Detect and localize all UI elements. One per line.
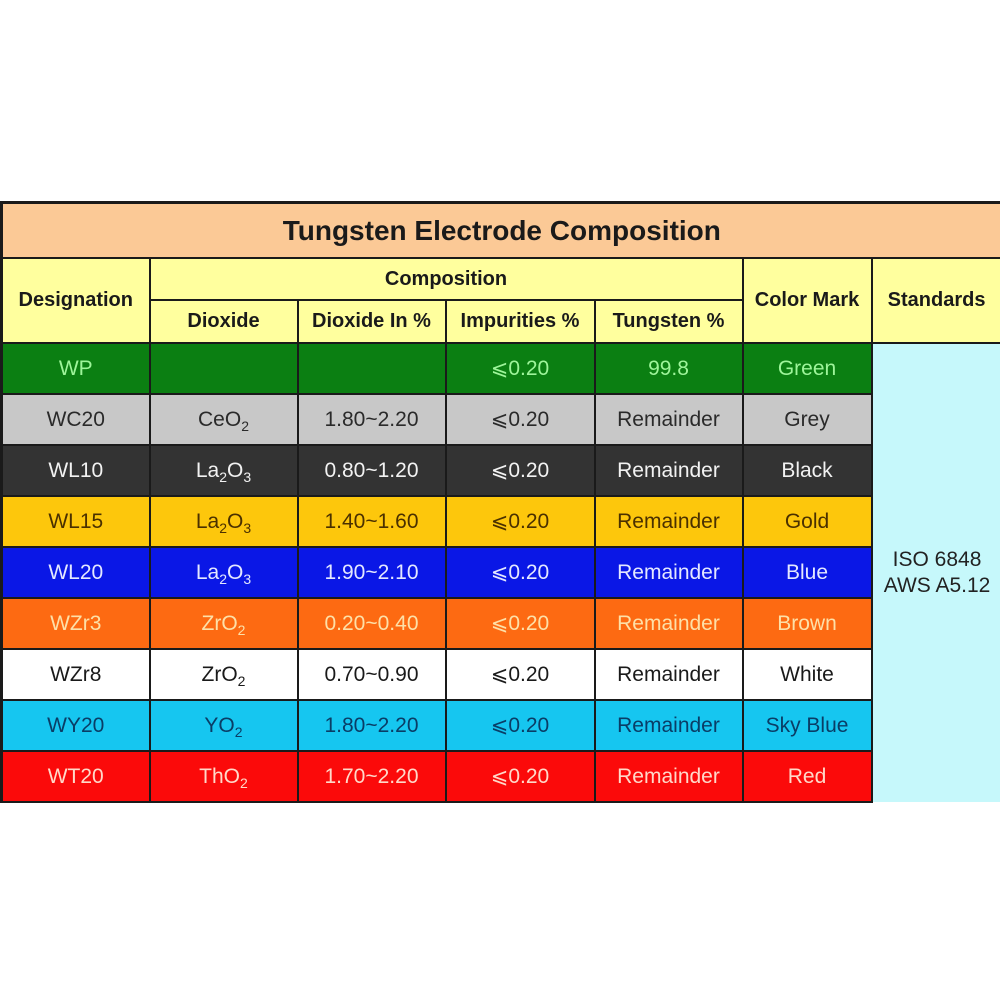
cell-designation: WZr3 (0, 597, 151, 650)
cell-designation: WC20 (0, 393, 151, 446)
cell-impurities: ⩽0.20 (444, 393, 596, 446)
dioxide-formula: ThO2 (199, 764, 248, 791)
header-standards: Standards (870, 257, 1000, 344)
cell-tungsten: 99.8 (593, 342, 744, 395)
table-title: Tungsten Electrode Composition (0, 201, 1000, 259)
cell-tungsten: Remainder (593, 546, 744, 599)
cell-dioxide: La2O3 (148, 444, 299, 497)
cell-impurities: ⩽0.20 (444, 495, 596, 548)
header-row-2: Dioxide Dioxide In % Impurities % Tungst… (2, 299, 1000, 344)
cell-color-mark: Blue (741, 546, 873, 599)
standard-aws: AWS A5.12 (883, 574, 991, 597)
cell-tungsten: Remainder (593, 495, 744, 548)
header-color-mark: Color Mark (741, 257, 873, 344)
cell-designation: WY20 (0, 699, 151, 752)
cell-dioxide-pct (296, 342, 447, 395)
cell-designation: WT20 (0, 750, 151, 803)
cell-designation: WL20 (0, 546, 151, 599)
table-row-wp: WP ⩽0.20 99.8 Green ISO 6848 AWS A5.12 (0, 342, 1000, 802)
cell-impurities: ⩽0.20 (444, 648, 596, 701)
cell-dioxide-pct: 0.20~0.40 (296, 597, 447, 650)
cell-dioxide: ThO2 (148, 750, 299, 803)
cell-dioxide: ZrO2 (148, 597, 299, 650)
cell-tungsten: Remainder (593, 699, 744, 752)
header-dioxide-pct: Dioxide In % (296, 299, 447, 344)
cell-tungsten: Remainder (593, 750, 744, 803)
cell-dioxide-pct: 1.80~2.20 (296, 699, 447, 752)
cell-dioxide-pct: 1.90~2.10 (296, 546, 447, 599)
dioxide-formula: La2O3 (195, 560, 252, 587)
cell-color-mark: Sky Blue (741, 699, 873, 752)
cell-color-mark: Green (741, 342, 873, 395)
cell-impurities: ⩽0.20 (444, 597, 596, 650)
dioxide-formula: ZrO2 (201, 611, 246, 638)
cell-dioxide-pct: 1.80~2.20 (296, 393, 447, 446)
cell-tungsten: Remainder (593, 648, 744, 701)
cell-tungsten: Remainder (593, 444, 744, 497)
cell-color-mark: Grey (741, 393, 873, 446)
standard-iso: ISO 6848 (892, 548, 982, 571)
table-row-wzr8: WZr8 ZrO2 0.70~0.90 ⩽0.20 Remainder Whit… (0, 648, 1000, 701)
cell-designation: WL10 (0, 444, 151, 497)
dioxide-formula: CeO2 (198, 407, 249, 434)
cell-color-mark: Brown (741, 597, 873, 650)
cell-tungsten: Remainder (593, 393, 744, 446)
table-row-wt20: WT20 ThO2 1.70~2.20 ⩽0.20 Remainder Red (0, 750, 1000, 803)
dioxide-formula: YO2 (204, 713, 243, 740)
table-row-wc20: WC20 CeO2 1.80~2.20 ⩽0.20 Remainder Grey (0, 393, 1000, 446)
cell-tungsten: Remainder (593, 597, 744, 650)
cell-dioxide-pct: 0.70~0.90 (296, 648, 447, 701)
cell-dioxide: La2O3 (148, 546, 299, 599)
cell-impurities: ⩽0.20 (444, 750, 596, 803)
dioxide-formula: La2O3 (195, 458, 252, 485)
title-row: Tungsten Electrode Composition (0, 201, 1000, 259)
table-row-wl15: WL15 La2O3 1.40~1.60 ⩽0.20 Remainder Gol… (0, 495, 1000, 548)
table-row-wl10: WL10 La2O3 0.80~1.20 ⩽0.20 Remainder Bla… (0, 444, 1000, 497)
dioxide-formula: ZrO2 (201, 662, 246, 689)
cell-color-mark: White (741, 648, 873, 701)
cell-dioxide-pct: 1.70~2.20 (296, 750, 447, 803)
table-row-wzr3: WZr3 ZrO2 0.20~0.40 ⩽0.20 Remainder Brow… (0, 597, 1000, 650)
cell-impurities: ⩽0.20 (444, 546, 596, 599)
cell-color-mark: Black (741, 444, 873, 497)
dioxide-formula: La2O3 (195, 509, 252, 536)
header-row-1: Designation Composition Color Mark Stand… (0, 257, 1000, 344)
cell-dioxide (148, 342, 299, 395)
cell-designation: WL15 (0, 495, 151, 548)
header-impurities-pct: Impurities % (444, 299, 596, 344)
cell-impurities: ⩽0.20 (444, 699, 596, 752)
composition-table: Tungsten Electrode Composition Designati… (0, 201, 1000, 803)
cell-designation: WP (0, 342, 151, 395)
cell-designation: WZr8 (0, 648, 151, 701)
header-tungsten-pct: Tungsten % (593, 299, 744, 344)
cell-impurities: ⩽0.20 (444, 444, 596, 497)
header-dioxide: Dioxide (148, 299, 299, 344)
cell-color-mark: Red (741, 750, 873, 803)
cell-color-mark: Gold (741, 495, 873, 548)
electrode-composition-table: Tungsten Electrode Composition Designati… (0, 201, 1000, 803)
header-composition: Composition (148, 257, 744, 301)
cell-dioxide: ZrO2 (148, 648, 299, 701)
table-row-wy20: WY20 YO2 1.80~2.20 ⩽0.20 Remainder Sky B… (0, 699, 1000, 752)
cell-dioxide-pct: 1.40~1.60 (296, 495, 447, 548)
header-designation: Designation (0, 257, 151, 344)
cell-impurities: ⩽0.20 (444, 342, 596, 395)
cell-dioxide: YO2 (148, 699, 299, 752)
table-row-wl20: WL20 La2O3 1.90~2.10 ⩽0.20 Remainder Blu… (0, 546, 1000, 599)
cell-standards: ISO 6848 AWS A5.12 (870, 342, 1000, 802)
cell-dioxide: CeO2 (148, 393, 299, 446)
cell-dioxide: La2O3 (148, 495, 299, 548)
cell-dioxide-pct: 0.80~1.20 (296, 444, 447, 497)
